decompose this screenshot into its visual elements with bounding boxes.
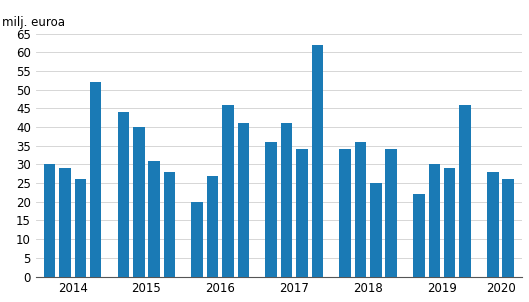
Bar [44, 164, 55, 277]
Bar [444, 168, 455, 277]
Bar [191, 202, 203, 277]
Bar [90, 82, 102, 277]
Bar [222, 104, 234, 277]
Bar [266, 142, 277, 277]
Bar [164, 172, 175, 277]
Bar [149, 161, 160, 277]
Bar [238, 123, 249, 277]
Bar [354, 142, 366, 277]
Bar [487, 172, 498, 277]
Bar [75, 179, 86, 277]
Bar [428, 164, 440, 277]
Bar [117, 112, 129, 277]
Bar [281, 123, 293, 277]
Bar [59, 168, 71, 277]
Bar [503, 179, 514, 277]
Bar [370, 183, 381, 277]
Bar [133, 127, 144, 277]
Text: milj. euroa: milj. euroa [2, 16, 65, 29]
Bar [459, 104, 471, 277]
Bar [312, 45, 323, 277]
Bar [207, 176, 218, 277]
Bar [296, 149, 308, 277]
Bar [413, 194, 425, 277]
Bar [339, 149, 351, 277]
Bar [386, 149, 397, 277]
